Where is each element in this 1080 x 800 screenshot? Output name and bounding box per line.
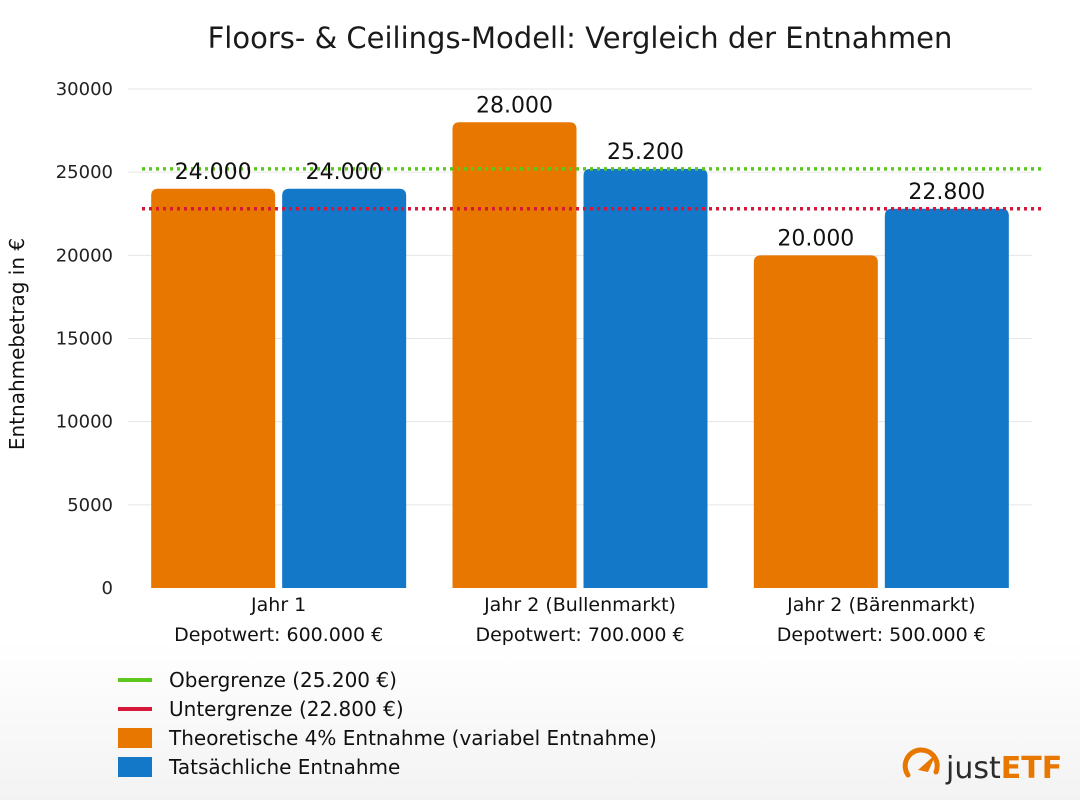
data-label: 24.000 — [306, 160, 383, 185]
legend: Obergrenze (25.200 €) Untergrenze (22.800… — [118, 668, 657, 779]
data-label: 24.000 — [175, 160, 252, 185]
gauge-arrow-icon — [902, 747, 940, 778]
y-tick-label: 20000 — [56, 245, 113, 266]
data-label: 25.200 — [607, 140, 684, 165]
data-label: 22.800 — [908, 180, 985, 205]
y-axis-ticks: 0 5000 10000 15000 20000 25000 30000 — [56, 79, 113, 599]
legend-label: Tatsächliche Entnahme — [168, 755, 400, 779]
chart-title: Floors- & Ceilings-Modell: Vergleich der… — [208, 21, 953, 55]
legend-swatch — [118, 757, 152, 777]
logo-text-just: just — [945, 751, 1001, 786]
reference-lines — [142, 167, 1044, 211]
legend-label: Obergrenze (25.200 €) — [169, 668, 397, 692]
legend-swatch — [118, 728, 152, 748]
bar-actual — [884, 208, 1009, 588]
svg-text:justETF: justETF — [945, 751, 1062, 786]
y-tick-label: 25000 — [56, 162, 113, 183]
x-tick-label: Depotwert: 600.000 € — [174, 624, 383, 646]
bars — [151, 122, 1009, 589]
logo-text-etf: ETF — [1001, 751, 1062, 786]
brand-logo: justETF — [902, 747, 1062, 786]
data-label: 28.000 — [476, 93, 553, 118]
bar-theoretical — [753, 255, 878, 589]
y-tick-label: 15000 — [56, 329, 113, 350]
grid — [128, 88, 1032, 506]
y-tick-label: 30000 — [56, 79, 113, 100]
x-tick-label: Depotwert: 700.000 € — [475, 624, 684, 646]
data-label: 20.000 — [777, 226, 854, 251]
x-axis-ticks: Jahr 1 Depotwert: 600.000 € Jahr 2 (Bullen… — [174, 594, 986, 646]
x-tick-label: Jahr 2 (Bärenmarkt) — [786, 594, 975, 616]
y-tick-label: 0 — [102, 578, 113, 599]
bar-theoretical — [151, 188, 276, 589]
y-tick-label: 10000 — [56, 412, 113, 433]
x-tick-label: Jahr 2 (Bullenmarkt) — [483, 594, 676, 616]
x-tick-label: Jahr 1 — [250, 594, 306, 616]
bar-actual — [583, 168, 708, 588]
bar-theoretical — [452, 122, 577, 589]
data-labels: 24.000 24.000 28.000 25.200 20.000 22.800 — [175, 93, 986, 251]
bar-actual — [282, 188, 407, 589]
legend-label: Untergrenze (22.800 €) — [169, 697, 404, 721]
legend-label: Theoretische 4% Entnahme (variabel Entna… — [168, 726, 657, 750]
y-tick-label: 5000 — [67, 495, 113, 516]
y-axis-label: Entnahmebetrag in € — [5, 238, 29, 450]
x-tick-label: Depotwert: 500.000 € — [777, 624, 986, 646]
